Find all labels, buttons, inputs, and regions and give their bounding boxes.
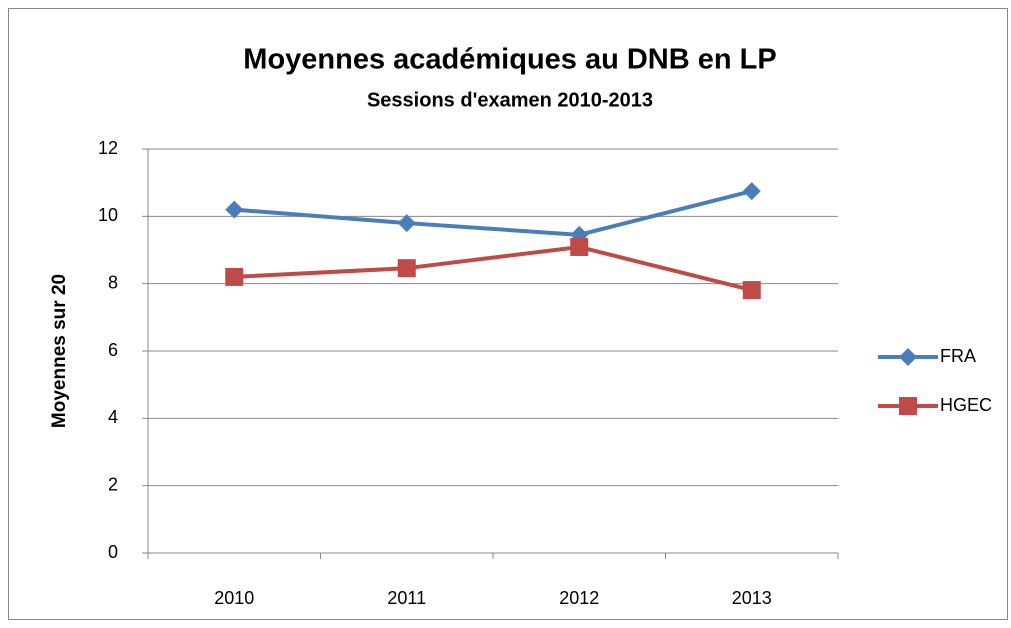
x-tick-label: 2012 (559, 588, 599, 608)
chart-title: Moyennes académiques au DNB en LP (243, 44, 776, 76)
data-point (225, 200, 244, 219)
legend-marker (899, 397, 917, 415)
chart-subtitle: Sessions d'examen 2010-2013 (367, 89, 653, 111)
series-line (234, 189, 753, 237)
chart-border (8, 8, 1008, 620)
legend-marker (899, 348, 917, 366)
data-point (742, 182, 761, 201)
series-line (234, 244, 753, 293)
y-tick-label: 10 (98, 205, 118, 225)
y-tick-label: 8 (108, 272, 118, 292)
y-tick-label: 4 (108, 407, 118, 427)
data-point (397, 214, 416, 233)
x-tick-label: 2013 (732, 588, 772, 608)
legend-label: FRA (940, 346, 976, 366)
y-tick-label: 6 (108, 340, 118, 360)
data-point (397, 259, 416, 278)
y-axis-label: Moyennes sur 20 (49, 274, 70, 428)
y-tick-label: 2 (108, 474, 118, 494)
x-tick-label: 2010 (214, 588, 254, 608)
y-tick-label: 0 (108, 542, 118, 562)
x-tick-label: 2011 (387, 588, 426, 608)
data-point (225, 267, 244, 286)
data-point (742, 281, 761, 300)
data-point (570, 237, 589, 256)
legend-label: HGEC (940, 395, 992, 415)
y-tick-label: 12 (98, 138, 118, 158)
